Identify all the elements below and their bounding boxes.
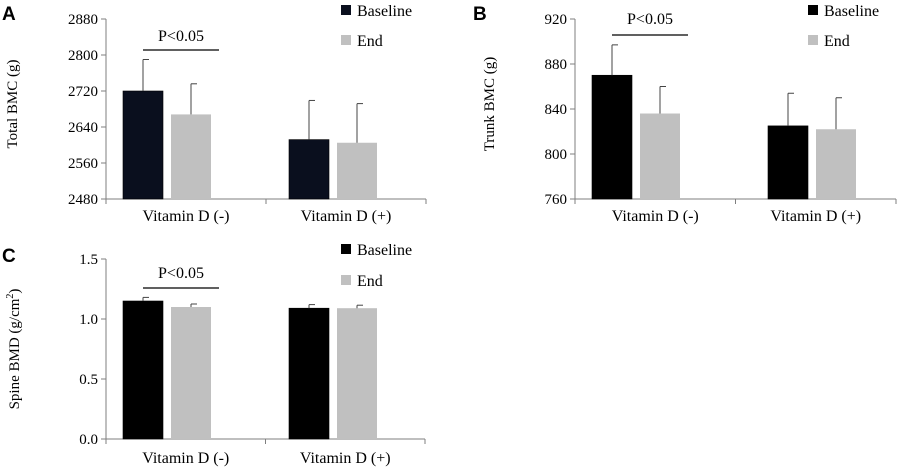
panel-c-y-tick-label: 0.0 xyxy=(79,432,98,448)
panel-a-category-label: Vitamin D (+) xyxy=(301,208,392,225)
panel-c-y-axis-label-superscript: 2 xyxy=(5,294,16,299)
panel-c-bar-end-0 xyxy=(171,307,211,439)
panel-b-y-tick-label: 920 xyxy=(545,12,568,28)
panel-a-legend-label-baseline: Baseline xyxy=(357,3,412,20)
panel-a-y-tick-label: 2880 xyxy=(68,12,98,28)
panel-c-legend-swatch-end xyxy=(341,275,351,285)
panel-a-y-tick-label: 2640 xyxy=(68,120,98,136)
panel-c-legend-label-end: End xyxy=(357,273,383,290)
panel-a-bar-baseline-0 xyxy=(122,90,164,200)
panel-c-legend-label-baseline: Baseline xyxy=(357,242,412,259)
panel-a-bar-end-0 xyxy=(171,114,211,199)
panel-a-significance-label: P<0.05 xyxy=(158,28,204,45)
panel-a-legend-swatch-baseline xyxy=(341,5,351,15)
panel-b-legend-label-end: End xyxy=(824,33,850,50)
panel-c-letter: C xyxy=(2,246,16,267)
panel-a-letter: A xyxy=(2,4,16,25)
panel-a-y-tick-label: 2480 xyxy=(68,192,98,208)
panel-a-bar-end-1 xyxy=(337,142,377,199)
panel-b-y-tick-label: 800 xyxy=(545,147,568,163)
panel-c-y-axis-label-end: ) xyxy=(7,289,23,294)
panel-c-y-tick-label: 1.0 xyxy=(79,312,98,328)
panel-b-legend-swatch-baseline xyxy=(808,5,818,15)
panel-b-y-tick-label: 760 xyxy=(545,192,568,208)
panel-c-category-label: Vitamin D (+) xyxy=(300,450,391,467)
panel-b-y-tick-label: 840 xyxy=(545,102,568,118)
panel-b-category-label: Vitamin D (+) xyxy=(770,208,861,225)
panel-c-y-axis-label-main: Spine BMD (g/cm xyxy=(7,298,23,409)
panel-b-y-axis-label: Trunk BMC (g) xyxy=(482,57,498,151)
panel-c-category-label: Vitamin D (-) xyxy=(142,450,229,467)
panel-c-y-tick-label: 1.5 xyxy=(79,252,98,268)
panel-a-legend-swatch-end xyxy=(341,35,351,45)
panel-b: B Trunk BMC (g) 760 800 840 880 920 Vitamin D… xyxy=(473,3,897,225)
panel-b-significance-label: P<0.05 xyxy=(627,11,673,28)
panel-c-y-axis-label: Spine BMD (g/cm2) xyxy=(5,289,23,410)
panel-a: A Total BMC (g) 2480 2560 2640 2720 2800 2880… xyxy=(2,3,427,225)
panel-b-legend-label-baseline: Baseline xyxy=(824,3,879,20)
panel-b-category-label: Vitamin D (-) xyxy=(612,208,699,225)
panel-a-y-axis-label: Total BMC (g) xyxy=(5,60,21,149)
panel-a-legend-label-end: End xyxy=(357,33,383,50)
panel-a-y-tick-label: 2560 xyxy=(68,156,98,172)
panel-a-y-tick-label: 2720 xyxy=(68,84,98,100)
panel-c-bar-end-1 xyxy=(337,308,377,439)
panel-c: C Spine BMD (g/cm2) 0.0 0.5 1.0 1.5 Vitamin … xyxy=(2,242,426,467)
panel-a-bar-baseline-1 xyxy=(288,139,330,200)
panel-b-bar-baseline-0 xyxy=(591,74,633,200)
panel-b-y-tick-label: 880 xyxy=(545,57,568,73)
panel-c-y-tick-label: 0.5 xyxy=(79,372,98,388)
panel-a-category-label: Vitamin D (-) xyxy=(142,208,229,225)
panel-b-letter: B xyxy=(473,4,487,25)
panel-a-y-tick-label: 2800 xyxy=(68,48,98,64)
panel-b-legend-swatch-end xyxy=(808,35,818,45)
panel-c-legend-swatch-baseline xyxy=(341,244,351,254)
panel-b-bar-end-0 xyxy=(640,113,680,199)
panel-b-bar-baseline-1 xyxy=(767,125,809,200)
panel-c-bar-baseline-1 xyxy=(288,307,330,440)
panel-b-bar-end-1 xyxy=(816,129,856,199)
panel-c-significance-label: P<0.05 xyxy=(158,265,204,282)
panel-c-bar-baseline-0 xyxy=(122,300,164,440)
